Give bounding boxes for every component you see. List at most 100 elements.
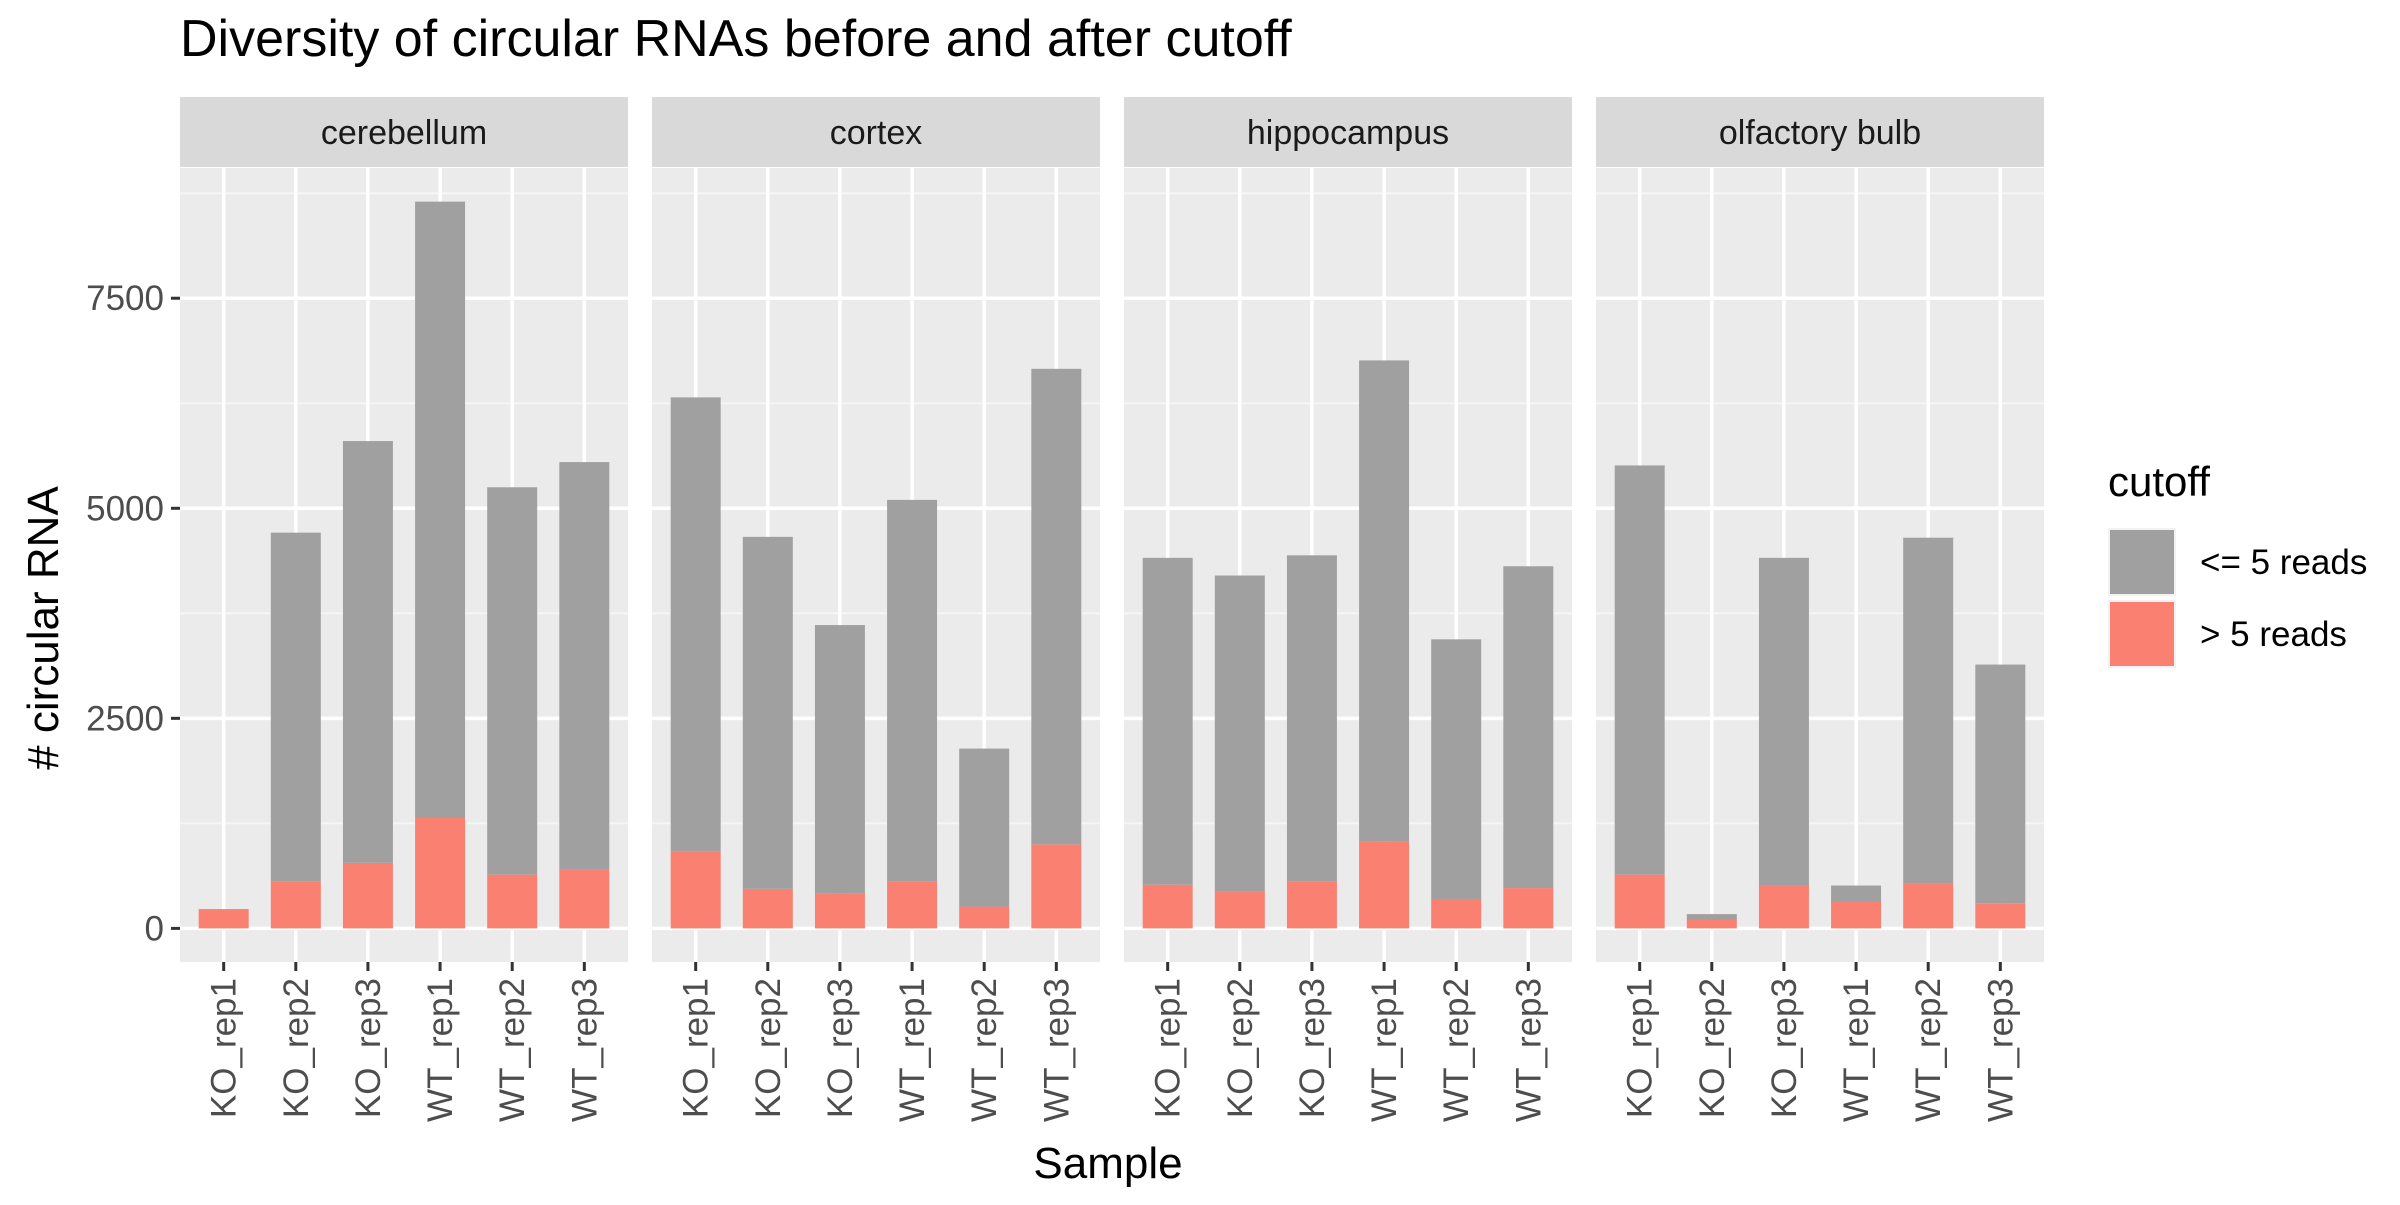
bar-segment	[1431, 639, 1482, 899]
chart-title: Diversity of circular RNAs before and af…	[180, 10, 1292, 68]
legend-entry-label: <= 5 reads	[2200, 543, 2367, 582]
x-tick-label: KO_rep1	[205, 978, 244, 1118]
bar-segment	[1831, 901, 1882, 929]
bar-segment	[1614, 465, 1665, 875]
x-tick-label: WT_rep1	[1837, 978, 1876, 1122]
facet-panel: cortex KO_rep1 KO_rep2 KO_rep3 WT_rep1 WT_rep…	[652, 97, 1100, 1122]
x-tick-label: KO_rep2	[1221, 978, 1260, 1118]
panel-background	[180, 168, 628, 962]
bar-segment	[1214, 575, 1265, 892]
bar-segment	[1286, 555, 1337, 882]
bar-segment	[198, 909, 249, 929]
bar-segment	[1359, 360, 1410, 842]
bar-segment	[1686, 914, 1737, 920]
bar-segment	[814, 625, 865, 894]
facet-panel: hippocampus KO_rep1 KO_rep2 KO_rep3 WT_rep1 W…	[1124, 97, 1572, 1122]
x-tick-label: WT_rep1	[1365, 978, 1404, 1122]
x-tick-label: WT_rep3	[565, 978, 604, 1122]
bar-segment	[1431, 898, 1482, 929]
bar-segment	[814, 893, 865, 929]
legend: cutoff <= 5 reads > 5 reads	[2108, 458, 2367, 668]
bar-segment	[887, 499, 938, 882]
bar-segment	[1831, 885, 1882, 902]
facet-panel: olfactory bulb KO_rep1 KO_rep2 KO_rep3 WT_re…	[1596, 97, 2044, 1122]
facet-strip	[1124, 97, 1572, 167]
x-tick-label: KO_rep3	[1293, 978, 1332, 1118]
panel-background	[1596, 168, 2044, 962]
y-tick-label: 7500	[86, 279, 164, 318]
x-tick-label: KO_rep1	[677, 978, 716, 1118]
facet-strip-label: olfactory bulb	[1719, 114, 1921, 152]
bar-segment	[487, 874, 538, 929]
bar-segment	[1903, 537, 1954, 884]
facet-strip	[180, 97, 628, 167]
bar-segment	[1758, 885, 1809, 929]
x-tick-label: WT_rep2	[493, 978, 532, 1122]
y-axis-title: # circular RNA	[19, 486, 68, 770]
x-tick-label: WT_rep2	[1909, 978, 1948, 1122]
x-tick-label: KO_rep2	[1693, 978, 1732, 1118]
x-tick-label: WT_rep3	[1509, 978, 1548, 1122]
bar-segment	[1758, 557, 1809, 886]
bar-segment	[1142, 557, 1193, 885]
bar-segment	[487, 487, 538, 875]
x-tick-label: KO_rep1	[1621, 978, 1660, 1118]
bar-segment	[959, 748, 1010, 907]
bar-segment	[1975, 903, 2026, 929]
bar-segment	[1142, 884, 1193, 929]
bar-segment	[342, 862, 393, 929]
bar-segment	[1359, 841, 1410, 929]
bar-segment	[1031, 368, 1082, 845]
bar-segment	[959, 906, 1010, 929]
facet-strip	[1596, 97, 2044, 167]
x-tick-label: WT_rep2	[965, 978, 1004, 1122]
bar-segment	[1503, 566, 1554, 889]
y-axis: 0 2500 5000 7500	[86, 279, 180, 948]
bar-segment	[887, 881, 938, 929]
bar-segment	[670, 397, 721, 852]
bar-segment	[1614, 874, 1665, 929]
bar-segment	[742, 536, 793, 889]
bar-segment	[1686, 919, 1737, 929]
legend-entry-label: > 5 reads	[2200, 615, 2347, 654]
bar-segment	[270, 881, 321, 929]
x-tick-label: KO_rep2	[277, 978, 316, 1118]
facet-panel: cerebellum KO_rep1 KO_rep2 KO_rep3 WT_rep1 WT…	[180, 97, 628, 1122]
facet-strip-label: cortex	[830, 114, 923, 152]
bar-segment	[670, 851, 721, 929]
x-tick-label: WT_rep1	[893, 978, 932, 1122]
bar-segment	[415, 201, 466, 818]
x-tick-label: KO_rep3	[349, 978, 388, 1118]
x-tick-label: WT_rep3	[1037, 978, 1076, 1122]
x-tick-label: KO_rep3	[821, 978, 860, 1118]
x-tick-label: WT_rep1	[421, 978, 460, 1122]
legend-key-swatch	[2110, 530, 2174, 594]
y-tick-label: 5000	[86, 489, 164, 528]
x-tick-label: WT_rep3	[1981, 978, 2020, 1122]
bar-segment	[1975, 664, 2026, 904]
y-tick-label: 2500	[86, 699, 164, 738]
x-tick-label: WT_rep2	[1437, 978, 1476, 1122]
facet-strip-label: cerebellum	[321, 114, 487, 152]
x-tick-label: KO_rep3	[1765, 978, 1804, 1118]
legend-key-swatch	[2110, 602, 2174, 666]
bar-segment	[1214, 891, 1265, 929]
bar-segment	[342, 441, 393, 863]
bar-segment	[415, 817, 466, 929]
panel-background	[652, 168, 1100, 962]
bar-segment	[1031, 844, 1082, 929]
bar-segment	[559, 869, 610, 929]
y-tick-label: 0	[145, 909, 164, 948]
facet-strip-label: hippocampus	[1247, 114, 1449, 152]
bar-segment	[1903, 883, 1954, 929]
x-axis-title: Sample	[1033, 1139, 1182, 1188]
bar-segment	[270, 532, 321, 882]
panel-background	[1124, 168, 1572, 962]
bar-segment	[742, 888, 793, 929]
x-tick-label: KO_rep1	[1149, 978, 1188, 1118]
bar-segment	[1286, 881, 1337, 929]
panels-layer: cerebellum KO_rep1 KO_rep2 KO_rep3 WT_rep1 WT…	[180, 97, 2044, 1122]
bar-segment	[559, 462, 610, 870]
